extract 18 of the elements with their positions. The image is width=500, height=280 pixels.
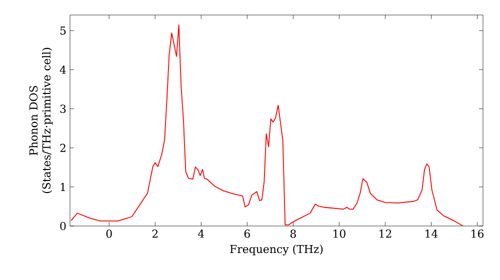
y-tick-label: 2	[60, 144, 66, 152]
x-tick-label: 14	[426, 230, 438, 238]
x-tick-label: 16	[472, 230, 484, 238]
y-tick-label: 5	[60, 26, 66, 35]
y-tick-label: 3	[60, 104, 66, 113]
y-tick-label: 4	[60, 66, 66, 74]
y-tick-label: 0	[60, 222, 66, 230]
y-tick-label: 1	[60, 182, 65, 191]
x-tick-label: 8	[290, 230, 296, 238]
x-tick-label: 2	[152, 230, 158, 238]
y-axis-title: Phonon DOS (States/THz·primitive cell)	[29, 48, 53, 194]
x-axis-title: Frequency (THz)	[230, 244, 323, 256]
x-tick-label: 4	[198, 230, 204, 238]
x-tick-label: 10	[334, 230, 346, 238]
x-tick-label: 6	[244, 230, 250, 238]
x-tick-label: 0	[106, 230, 112, 238]
line-series	[70, 24, 464, 226]
x-tick-label: 12	[380, 230, 392, 238]
